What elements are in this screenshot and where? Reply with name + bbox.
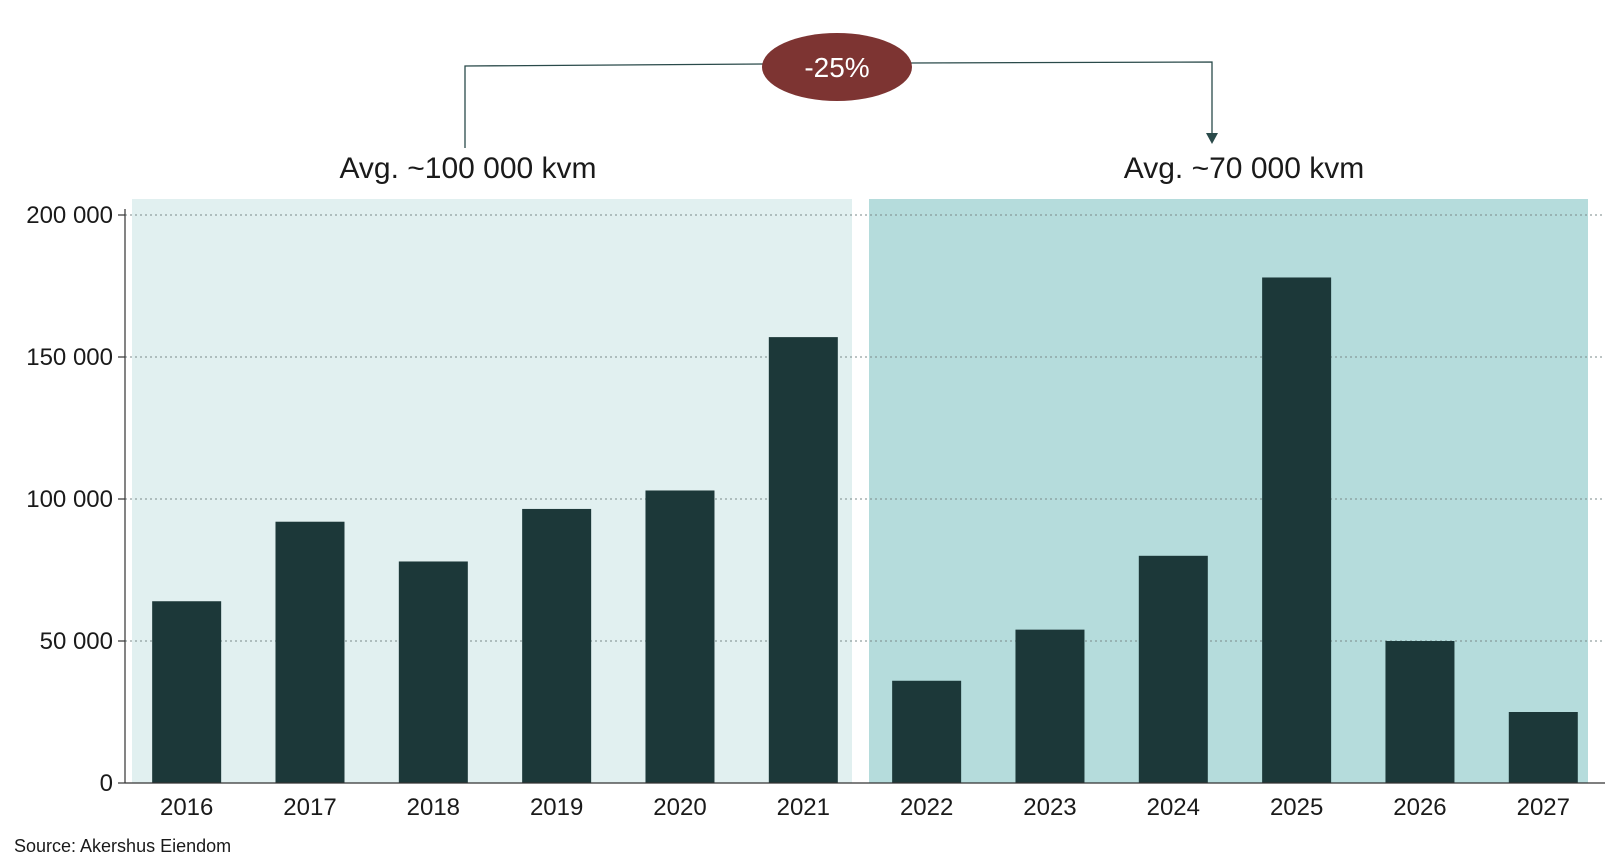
bar-2023 bbox=[1015, 629, 1085, 783]
x-tick-label: 2025 bbox=[1270, 794, 1323, 821]
y-tick-label: 200 000 bbox=[26, 202, 113, 229]
x-tick-label: 2016 bbox=[160, 794, 213, 821]
bar-2017 bbox=[275, 521, 345, 783]
x-tick-label: 2026 bbox=[1393, 794, 1446, 821]
bar-2027 bbox=[1508, 712, 1578, 783]
x-tick-label: 2022 bbox=[900, 794, 953, 821]
y-tick-label: 150 000 bbox=[26, 344, 113, 371]
change-badge bbox=[762, 33, 912, 101]
bar-2022 bbox=[892, 680, 962, 783]
bar-2021 bbox=[768, 337, 838, 783]
x-tick-label: 2023 bbox=[1023, 794, 1076, 821]
x-tick-label: 2018 bbox=[407, 794, 460, 821]
y-tick-label: 50 000 bbox=[40, 628, 113, 655]
bar-2018 bbox=[398, 561, 468, 783]
change-badge-label: -25% bbox=[804, 52, 869, 83]
period-backgrounds bbox=[132, 199, 1588, 783]
annotations: Avg. ~100 000 kvm Avg. ~70 000 kvm -25% bbox=[339, 33, 1364, 185]
bar-2025 bbox=[1262, 277, 1332, 783]
connector-right bbox=[909, 61, 1213, 133]
x-tick-label: 2027 bbox=[1517, 794, 1570, 821]
period-label-1: Avg. ~100 000 kvm bbox=[339, 152, 596, 185]
bar-2019 bbox=[522, 508, 592, 783]
period-background-2 bbox=[869, 199, 1588, 783]
y-tick-label: 0 bbox=[100, 770, 113, 797]
bar-2024 bbox=[1138, 555, 1208, 783]
axes: 0 50 000 100 000 150 000 200 000 2016 2017 2018… bbox=[26, 202, 1605, 821]
arrow-head-icon bbox=[1206, 133, 1218, 144]
y-tick-label: 100 000 bbox=[26, 486, 113, 513]
x-tick-label: 2024 bbox=[1147, 794, 1200, 821]
connector-left bbox=[464, 63, 766, 148]
gridlines bbox=[125, 214, 1605, 642]
x-tick-label: 2021 bbox=[777, 794, 830, 821]
bar-2026 bbox=[1385, 641, 1455, 783]
x-tick-label: 2017 bbox=[283, 794, 336, 821]
period-label-2: Avg. ~70 000 kvm bbox=[1124, 152, 1364, 185]
source-note: Source: Akershus Eiendom bbox=[14, 836, 232, 856]
x-tick-label: 2020 bbox=[653, 794, 706, 821]
bar-2020 bbox=[645, 490, 715, 783]
bar-2016 bbox=[152, 601, 222, 783]
bars bbox=[152, 277, 1578, 783]
period-background-1 bbox=[132, 199, 852, 783]
x-tick-label: 2019 bbox=[530, 794, 583, 821]
